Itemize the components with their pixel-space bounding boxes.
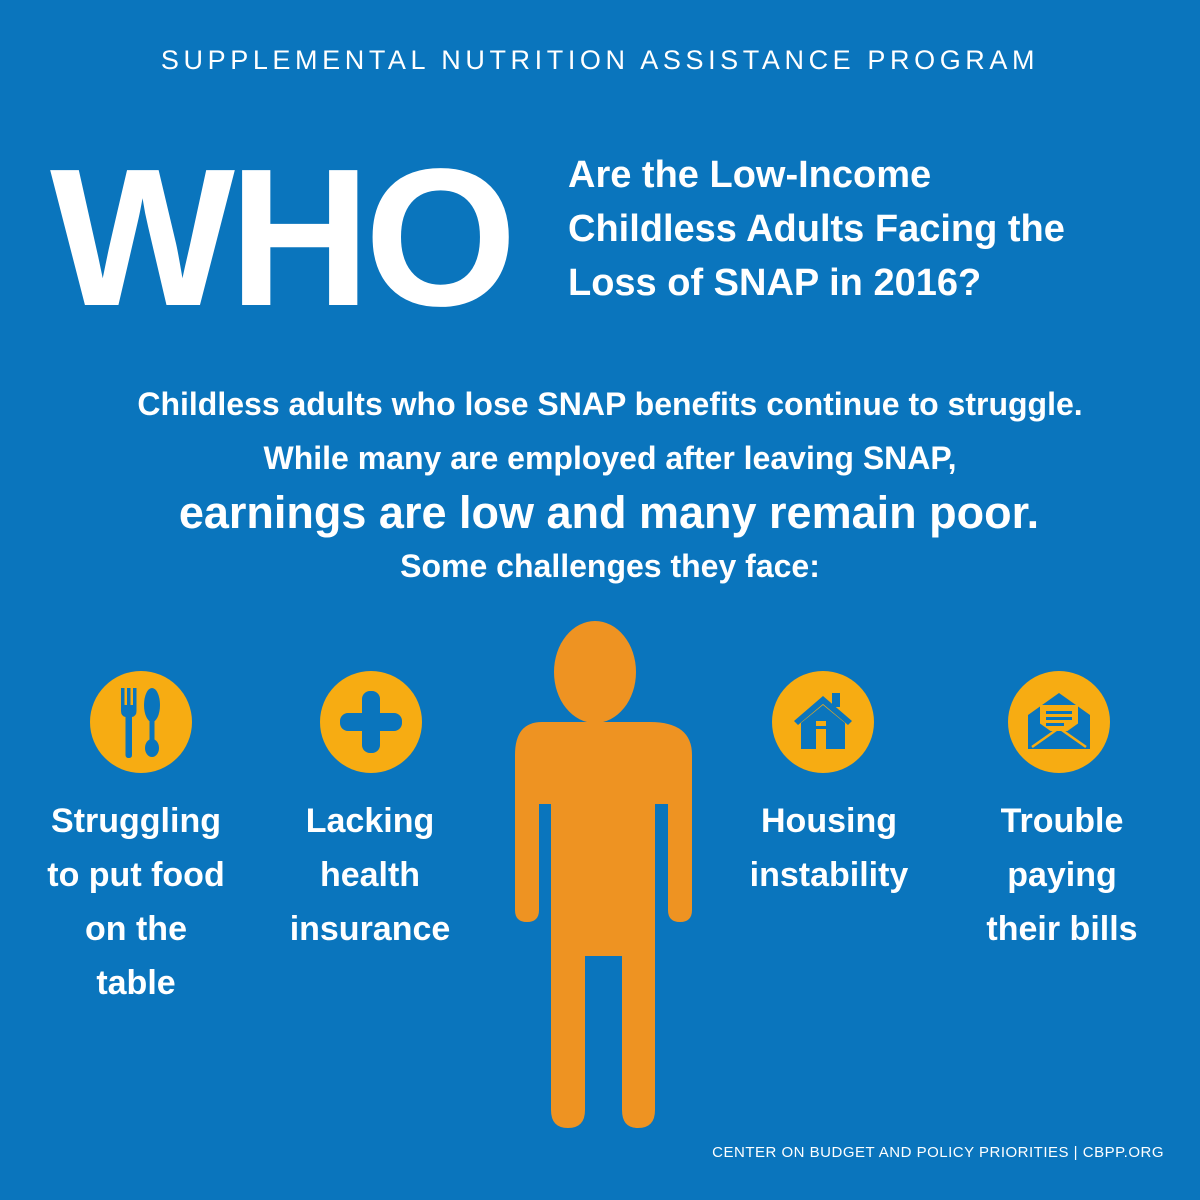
person-icon xyxy=(515,621,692,1128)
fork-spoon-icon xyxy=(90,671,192,773)
subtitle: Are the Low-Income Childless Adults Faci… xyxy=(568,148,1168,310)
subtitle-line: Loss of SNAP in 2016? xyxy=(568,262,982,304)
house-icon xyxy=(772,671,874,773)
label-line: Trouble xyxy=(1000,802,1124,840)
subtitle-line: Childless Adults Facing the xyxy=(568,208,1065,250)
label-line: Housing xyxy=(761,802,897,840)
challenge-label-housing: Housing instability xyxy=(709,794,949,902)
footer-credit: CENTER ON BUDGET AND POLICY PRIORITIES |… xyxy=(712,1144,1164,1161)
program-title: SUPPLEMENTAL NUTRITION ASSISTANCE PROGRA… xyxy=(160,45,1040,75)
subtitle-line: Are the Low-Income xyxy=(568,154,932,196)
label-line: on the xyxy=(85,910,187,948)
intro-line-3: earnings are low and many remain poor. xyxy=(178,487,1040,538)
challenge-label-bills: Trouble paying their bills xyxy=(942,794,1182,956)
label-line: Struggling xyxy=(51,802,221,840)
intro-line-4: Some challenges they face: xyxy=(400,548,820,584)
label-line: to put food xyxy=(47,856,225,894)
label-line: their bills xyxy=(986,910,1138,948)
challenge-label-health: Lacking health insurance xyxy=(250,794,490,956)
intro-line-2: While many are employed after leaving SN… xyxy=(263,440,957,476)
label-line: table xyxy=(96,964,176,1002)
who-heading: WHO xyxy=(50,128,517,347)
label-line: paying xyxy=(1007,856,1117,894)
intro-line-1: Childless adults who lose SNAP benefits … xyxy=(137,386,1083,422)
plus-cross-icon xyxy=(320,671,422,773)
label-line: insurance xyxy=(289,910,451,948)
label-line: health xyxy=(319,856,421,894)
envelope-icon xyxy=(1008,671,1110,773)
challenge-label-food: Struggling to put food on the table xyxy=(16,794,256,1010)
label-line: instability xyxy=(749,856,909,894)
label-line: Lacking xyxy=(305,802,435,840)
